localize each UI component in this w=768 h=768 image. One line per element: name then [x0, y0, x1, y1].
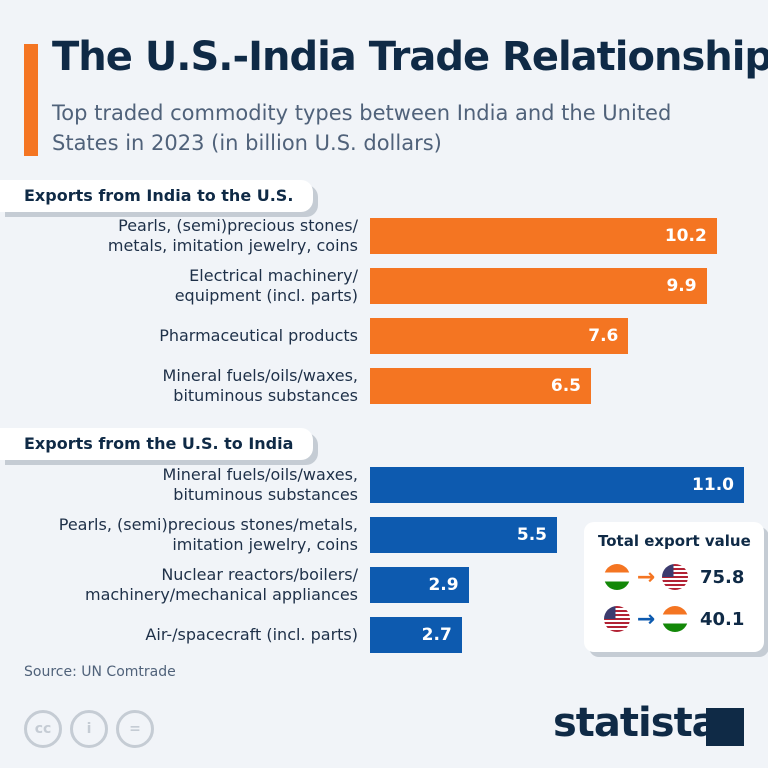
us-to-india-row: → 40.1 — [604, 606, 744, 632]
category-label: Pharmaceutical products — [159, 326, 358, 345]
bar: 6.5 — [370, 368, 591, 404]
data-label: 9.9 — [666, 276, 697, 296]
category-label: Pearls, (semi)precious stones/metals, imi… — [58, 515, 358, 554]
subtitle: Top traded commodity types between India… — [52, 101, 672, 155]
data-label: 5.5 — [516, 525, 547, 545]
india-flag-icon — [604, 564, 630, 590]
bar: 7.6 — [370, 318, 629, 354]
statista-logo-mark — [706, 708, 744, 746]
bar: 10.2 — [370, 218, 717, 254]
category-label: Mineral fuels/oils/waxes, bituminous subs… — [162, 366, 358, 405]
arrow-icon: → — [636, 564, 656, 590]
total-heading: Total export value — [598, 532, 751, 550]
section-heading: Exports from India to the U.S. — [0, 180, 314, 212]
data-label: 10.2 — [664, 226, 707, 246]
india-to-us-row: → 75.8 — [604, 564, 744, 590]
data-label: 2.7 — [421, 625, 452, 645]
bar: 2.9 — [370, 567, 469, 603]
accent-bar — [24, 44, 38, 156]
india-flag-icon — [662, 606, 688, 632]
category-label: Electrical machinery/equipment (incl. pa… — [174, 266, 358, 305]
category-label: Nuclear reactors/boilers/machinery/mecha… — [84, 565, 358, 604]
page-title: The U.S.-India Trade Relationship — [52, 34, 768, 80]
category-label: Mineral fuels/oils/waxes, bituminous subs… — [162, 465, 358, 504]
india-to-us-value: 75.8 — [700, 566, 745, 588]
data-label: 2.9 — [428, 575, 459, 595]
us-to-india-value: 40.1 — [700, 608, 745, 630]
data-label: 6.5 — [550, 376, 581, 396]
us-flag-icon — [662, 564, 688, 590]
data-label: 7.6 — [588, 326, 619, 346]
bar: 2.7 — [370, 617, 462, 653]
statista-logo[interactable]: statista — [553, 700, 719, 746]
bar: 11.0 — [370, 467, 744, 503]
cc-icon[interactable]: cc — [24, 710, 62, 748]
section-heading: Exports from the U.S. to India — [0, 428, 314, 460]
bar: 5.5 — [370, 517, 557, 553]
total-export-box: Total export value → 75.8 → 40.1 — [584, 522, 764, 652]
bar: 9.9 — [370, 268, 707, 304]
category-label: Air-/spacecraft (incl. parts) — [145, 625, 358, 644]
us-flag-icon — [604, 606, 630, 632]
data-label: 11.0 — [692, 475, 734, 495]
category-label: Pearls, (semi)precious stones/metals, im… — [107, 216, 358, 255]
arrow-icon: → — [636, 606, 656, 632]
source: Source: UN Comtrade — [24, 664, 176, 680]
attribution-icon[interactable]: i — [70, 710, 108, 748]
no-derivatives-icon[interactable]: = — [116, 710, 154, 748]
